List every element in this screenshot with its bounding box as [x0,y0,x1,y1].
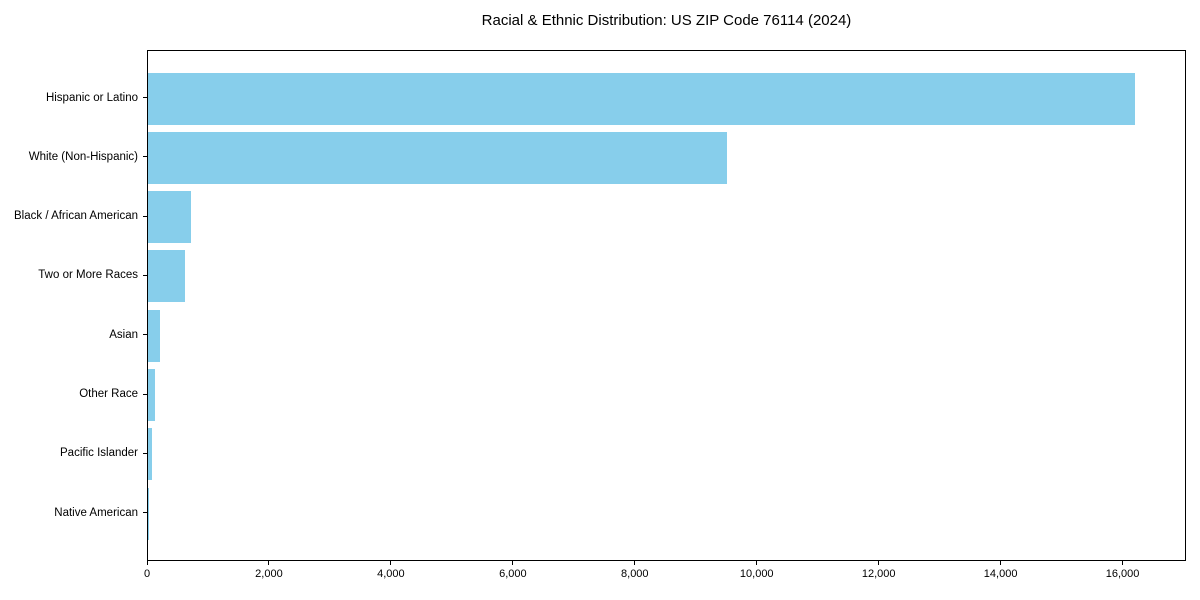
x-axis-tick-label: 6,000 [499,568,527,580]
y-axis-label: White (Non-Hispanic) [28,150,138,163]
chart-title: Racial & Ethnic Distribution: US ZIP Cod… [481,12,852,29]
y-axis-label: Other Race [79,388,138,401]
y-axis-label: Native American [54,506,138,519]
y-axis-tick [143,97,147,98]
y-axis-label: Asian [109,328,138,341]
y-axis-label: Two or More Races [38,269,138,282]
y-axis-tick [143,452,147,454]
plot-area [147,50,1186,561]
x-axis-tick [1122,561,1124,565]
y-axis-tick [143,512,147,514]
x-axis-tick [1000,561,1002,565]
x-axis-tick-label: 14,000 [983,568,1018,580]
y-axis-tick [143,156,147,158]
x-axis-tick [512,561,514,565]
x-axis-tick-label: 16,000 [1105,568,1140,580]
x-axis-tick-label: 2,000 [255,568,283,580]
x-axis-tick-label: 12,000 [861,568,896,580]
x-axis-tick-label: 8,000 [621,568,649,580]
bar-other-race [148,369,156,422]
bar-white-non-hispanic [148,131,727,184]
bar-two-or-more-races [148,250,185,303]
bar-native-american [148,487,150,540]
bar-black-african-american [148,191,192,244]
x-axis-tick [268,561,270,565]
x-axis-tick-label: 10,000 [739,568,774,580]
x-axis-tick [878,561,880,565]
x-axis-tick-label: 0 [143,568,151,580]
y-axis-tick [143,334,147,336]
x-axis-tick-label: 4,000 [377,568,405,580]
x-axis-tick [390,561,392,565]
bar-asian [148,309,160,362]
y-axis-tick [143,215,147,217]
bar-hispanic-or-latino [148,72,1136,125]
y-axis-label: Hispanic or Latino [45,91,138,104]
x-axis-tick [756,561,758,565]
bar-pacific-islander [148,428,152,481]
y-axis-tick [143,274,147,276]
y-axis-label: Black / African American [14,210,138,223]
x-axis-tick [634,561,636,565]
y-axis-label: Pacific Islander [60,447,138,460]
x-axis-tick [146,561,148,565]
y-axis-tick [143,393,147,395]
